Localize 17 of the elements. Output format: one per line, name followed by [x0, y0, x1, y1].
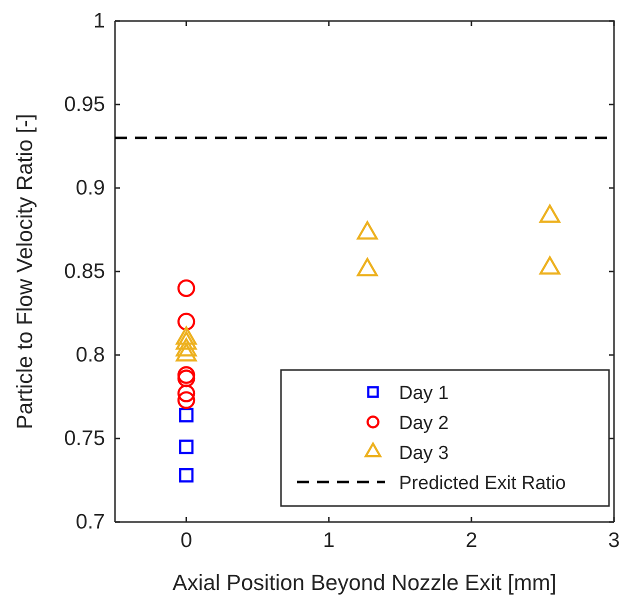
y-tick-label: 1 [93, 10, 105, 33]
y-tick-label: 0.75 [64, 427, 105, 450]
y-tick-label: 0.7 [76, 510, 105, 534]
legend-label: Day 1 [399, 383, 449, 404]
x-tick-label: 3 [608, 528, 620, 552]
y-axis-title: Particle to Flow Velocity Ratio [-] [12, 114, 37, 430]
y-tick-label: 0.85 [64, 260, 105, 284]
legend-label: Day 3 [399, 443, 449, 464]
y-tick-label: 0.9 [76, 176, 105, 200]
legend-label: Predicted Exit Ratio [399, 473, 566, 494]
x-tick-label: 2 [466, 528, 478, 552]
x-tick-label: 0 [180, 528, 192, 552]
x-tick-label: 1 [323, 528, 335, 552]
legend-label: Day 2 [399, 413, 449, 434]
y-tick-label: 0.8 [76, 344, 105, 367]
x-axis-title: Axial Position Beyond Nozzle Exit [mm] [172, 570, 556, 595]
y-tick-label: 0.95 [64, 93, 105, 116]
